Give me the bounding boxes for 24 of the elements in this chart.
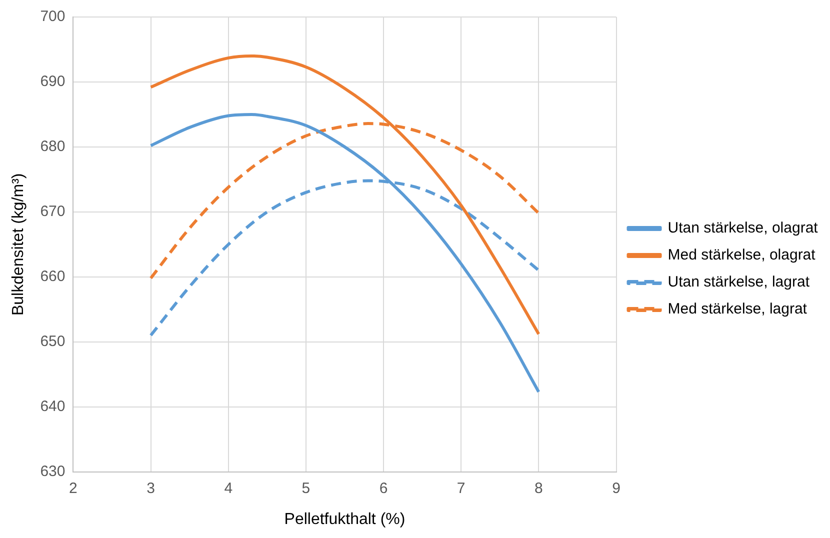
line-series [149, 54, 540, 336]
line-series [149, 112, 540, 394]
y-tick-label: 660 [40, 268, 66, 286]
x-tick-label: 7 [456, 480, 466, 497]
x-tick-label: 6 [379, 480, 388, 497]
legend-label: Med stärkelse, olagrat [668, 246, 816, 264]
x-tick-label: 9 [612, 480, 620, 497]
legend-label: Utan stärkelse, olagrat [668, 220, 819, 237]
x-tick-label: 4 [224, 480, 233, 497]
y-tick-label: 680 [40, 138, 66, 156]
x-tick-label: 8 [534, 480, 543, 497]
x-tick-label: 3 [146, 480, 155, 497]
y-tick-label: 700 [40, 8, 66, 26]
y-axis-title: Bulkdensitet (kg/m³) [10, 173, 28, 316]
y-tick-label: 670 [40, 203, 66, 220]
y-tick-label: 640 [40, 398, 66, 415]
x-tick-label: 2 [69, 480, 78, 497]
y-tick-label: 630 [40, 462, 66, 480]
legend-label: Utan stärkelse, lagrat [668, 274, 810, 291]
y-tick-label: 650 [40, 333, 66, 350]
legend-label: Med stärkelse, lagrat [668, 300, 808, 318]
x-axis-title: Pelletfukthalt (%) [284, 510, 406, 528]
x-tick-label: 5 [302, 480, 310, 497]
y-tick-label: 690 [40, 73, 66, 90]
